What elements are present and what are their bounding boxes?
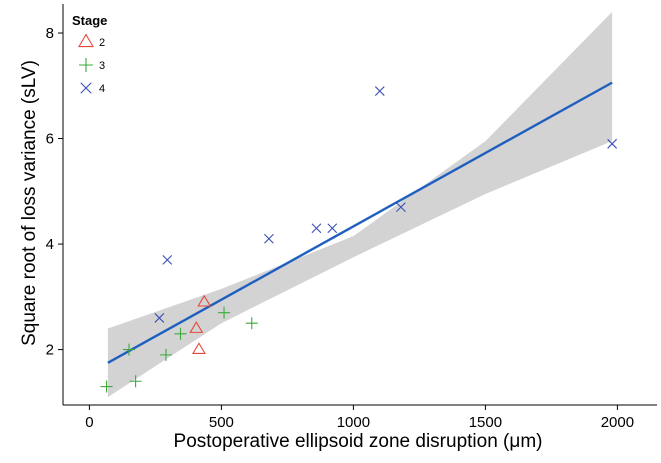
data-point <box>197 294 212 307</box>
legend-key <box>79 58 93 72</box>
x-tick-label: 500 <box>209 414 234 431</box>
data-point <box>218 306 231 319</box>
data-point <box>264 233 274 244</box>
x-tick-label: 1000 <box>337 414 370 431</box>
y-tick-label: 4 <box>46 236 54 253</box>
data-point <box>191 342 206 355</box>
y-tick-label: 8 <box>46 25 54 42</box>
confidence-band-layer <box>107 11 613 398</box>
regression-line <box>107 81 613 364</box>
data-point <box>129 375 142 388</box>
data-point <box>174 327 187 340</box>
data-point <box>162 255 173 265</box>
y-tick-label: 6 <box>46 131 54 148</box>
data-point <box>154 313 165 323</box>
data-point <box>327 223 338 234</box>
axes: 0 500 1000 1500 2000 2 4 6 8 <box>46 4 657 431</box>
legend-label: 3 <box>99 60 105 72</box>
x-axis-label: Postoperative ellipsoid zone disruption … <box>174 431 543 452</box>
data-point <box>245 317 258 330</box>
data-point <box>100 380 113 393</box>
legend-label: 4 <box>99 83 105 95</box>
legend: Stage 2 3 4 <box>72 13 107 95</box>
confidence-band <box>107 11 613 398</box>
y-axis-label: Square root of loss variance (sLV) <box>19 60 40 346</box>
data-point <box>123 343 135 356</box>
data-point <box>374 86 385 96</box>
legend-key <box>78 33 94 48</box>
x-tick-label: 2000 <box>601 414 634 431</box>
data-point <box>159 348 172 361</box>
x-tick-label: 1500 <box>469 414 502 431</box>
legend-key <box>80 82 92 94</box>
x-tick-label: 0 <box>85 414 93 431</box>
data-points <box>100 86 618 393</box>
fit-line-layer <box>107 81 613 364</box>
legend-title: Stage <box>72 13 107 28</box>
data-point <box>189 321 204 333</box>
data-point <box>311 223 322 234</box>
legend-label: 2 <box>99 37 105 49</box>
data-point <box>607 138 618 149</box>
data-point <box>396 202 406 213</box>
y-tick-label: 2 <box>46 342 54 359</box>
